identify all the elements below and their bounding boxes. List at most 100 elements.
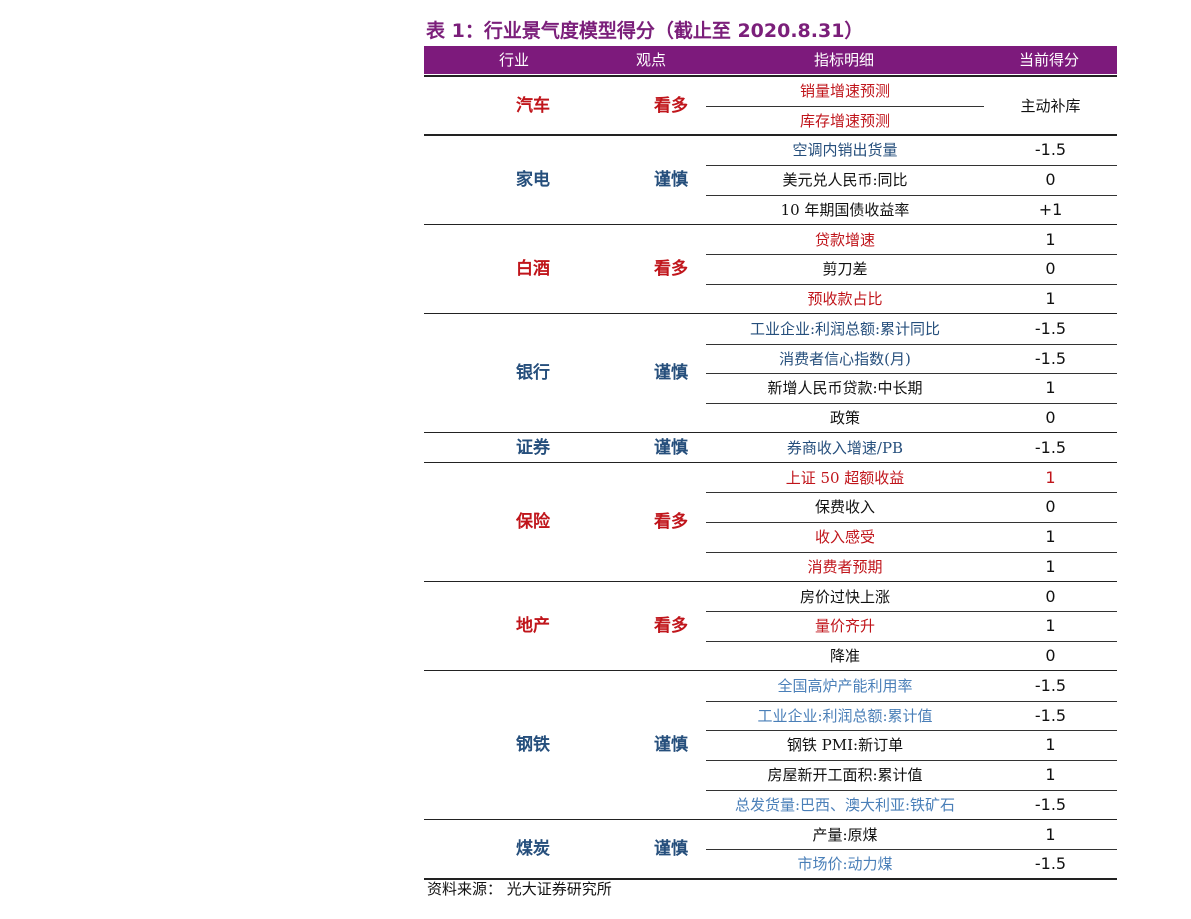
- score-cell: -1.5: [1034, 675, 1067, 695]
- row-divider: [706, 165, 1117, 167]
- indicator-cell: 收入感受: [814, 528, 875, 547]
- industry-view: 看多: [654, 95, 688, 116]
- score-cell: 0: [1045, 259, 1056, 279]
- score-cell: 1: [1045, 616, 1056, 636]
- industry-name: 钢铁: [516, 735, 550, 756]
- table-title: 表 1：行业景气度模型得分（截止至 2020.8.31）: [426, 20, 864, 42]
- indicator-cell: 剪刀差: [822, 260, 868, 279]
- score-cell: 1: [1045, 735, 1056, 755]
- score-cell: +1: [1038, 199, 1063, 219]
- indicator-cell: 消费者信心指数(月): [779, 349, 911, 368]
- row-divider: [706, 284, 1117, 286]
- score-cell: -1.5: [1034, 854, 1067, 874]
- industry-name: 白酒: [516, 259, 550, 280]
- industry-name: 煤炭: [516, 839, 550, 860]
- indicator-cell: 全国高炉产能利用率: [777, 676, 913, 695]
- indicator-cell: 房价过快上涨: [799, 587, 890, 606]
- group-top-border: [424, 669, 1117, 672]
- industry-name: 家电: [516, 170, 550, 191]
- source-note: 资料来源： 光大证券研究所: [427, 880, 612, 898]
- indicator-cell: 降准: [829, 647, 860, 666]
- industry-view: 谨慎: [654, 735, 688, 756]
- row-divider: [706, 611, 1117, 613]
- indicator-cell: 销量增速预测: [799, 82, 890, 100]
- row-divider: [706, 403, 1117, 405]
- industry-name: 保险: [516, 512, 550, 533]
- indicator-cell: 工业企业:利润总额:累计同比: [749, 319, 941, 338]
- score-cell: -1.5: [1034, 348, 1067, 368]
- indicator-cell: 上证 50 超额收益: [785, 468, 905, 487]
- header-indicator: 指标明细: [813, 51, 874, 69]
- header-view: 观点: [635, 51, 666, 69]
- indicator-cell: 保费收入: [814, 498, 875, 517]
- indicator-cell: 市场价:动力煤: [797, 855, 893, 874]
- score-cell: 1: [1045, 765, 1056, 785]
- industry-view: 看多: [654, 259, 688, 280]
- score-cell: 0: [1045, 497, 1056, 517]
- industry-name: 地产: [516, 616, 550, 637]
- table-bottom-border: [424, 877, 1117, 880]
- score-cell: 0: [1045, 646, 1056, 666]
- indicator-cell: 贷款增速: [814, 230, 875, 249]
- score-cell-merged: 主动补库: [1020, 96, 1081, 115]
- row-divider: [706, 105, 984, 107]
- group-top-border: [424, 431, 1117, 434]
- indicator-cell: 新增人民币贷款:中长期: [767, 379, 923, 398]
- group-top-border: [424, 134, 1117, 136]
- group-top-border: [424, 580, 1117, 583]
- indicator-cell: 政策: [829, 409, 860, 428]
- row-divider: [706, 760, 1117, 762]
- score-cell: 0: [1045, 170, 1056, 190]
- score-cell: 0: [1045, 408, 1056, 428]
- score-cell: -1.5: [1034, 437, 1067, 457]
- industry-name: 银行: [516, 363, 550, 384]
- score-cell: 0: [1045, 586, 1056, 606]
- group-top-border: [424, 75, 1117, 77]
- row-divider: [706, 254, 1117, 256]
- indicator-cell: 工业企业:利润总额:累计值: [757, 706, 933, 725]
- industry-view: 看多: [654, 512, 688, 533]
- group-top-border: [424, 461, 1117, 464]
- indicator-cell: 券商收入增速/PB: [786, 438, 904, 457]
- indicator-cell: 库存增速预测: [799, 111, 890, 130]
- score-cell: 1: [1045, 467, 1056, 487]
- row-divider: [706, 849, 1117, 851]
- indicator-cell: 房屋新开工面积:累计值: [767, 766, 923, 785]
- score-cell: 1: [1045, 824, 1056, 844]
- score-cell: -1.5: [1034, 140, 1067, 160]
- score-cell: 1: [1045, 229, 1056, 249]
- group-top-border: [424, 312, 1117, 315]
- row-divider: [706, 522, 1117, 524]
- score-cell: 1: [1045, 527, 1056, 547]
- indicator-cell: 消费者预期: [807, 557, 883, 576]
- score-cell: 1: [1045, 556, 1056, 576]
- score-cell: -1.5: [1034, 705, 1067, 725]
- indicator-cell: 预收款占比: [807, 290, 883, 309]
- row-divider: [706, 551, 1117, 553]
- table-header: 行业 观点 指标明细 当前得分: [424, 46, 1117, 74]
- indicator-cell: 产量:原煤: [812, 825, 878, 844]
- industry-name: 证券: [516, 437, 550, 458]
- row-divider: [706, 373, 1117, 375]
- score-cell: -1.5: [1034, 794, 1067, 814]
- row-divider: [706, 194, 1117, 196]
- industry-view: 看多: [654, 616, 688, 637]
- score-cell: 1: [1045, 289, 1056, 309]
- row-divider: [706, 343, 1117, 345]
- row-divider: [706, 789, 1117, 791]
- group-top-border: [424, 818, 1117, 820]
- industry-view: 谨慎: [654, 437, 688, 458]
- indicator-cell: 量价齐升: [814, 617, 875, 636]
- indicator-cell: 美元兑人民币:同比: [782, 171, 908, 190]
- header-score: 当前得分: [1018, 51, 1079, 69]
- industry-name: 汽车: [516, 95, 550, 116]
- industry-view: 谨慎: [654, 170, 688, 191]
- industry-view: 谨慎: [654, 839, 688, 860]
- row-divider: [706, 730, 1117, 732]
- indicator-cell: 空调内销出货量: [792, 141, 898, 160]
- indicator-cell: 总发货量:巴西、澳大利亚:铁矿石: [734, 795, 956, 814]
- indicator-cell: 钢铁 PMI:新订单: [786, 736, 904, 755]
- score-cell: 1: [1045, 378, 1056, 398]
- row-divider: [706, 700, 1117, 702]
